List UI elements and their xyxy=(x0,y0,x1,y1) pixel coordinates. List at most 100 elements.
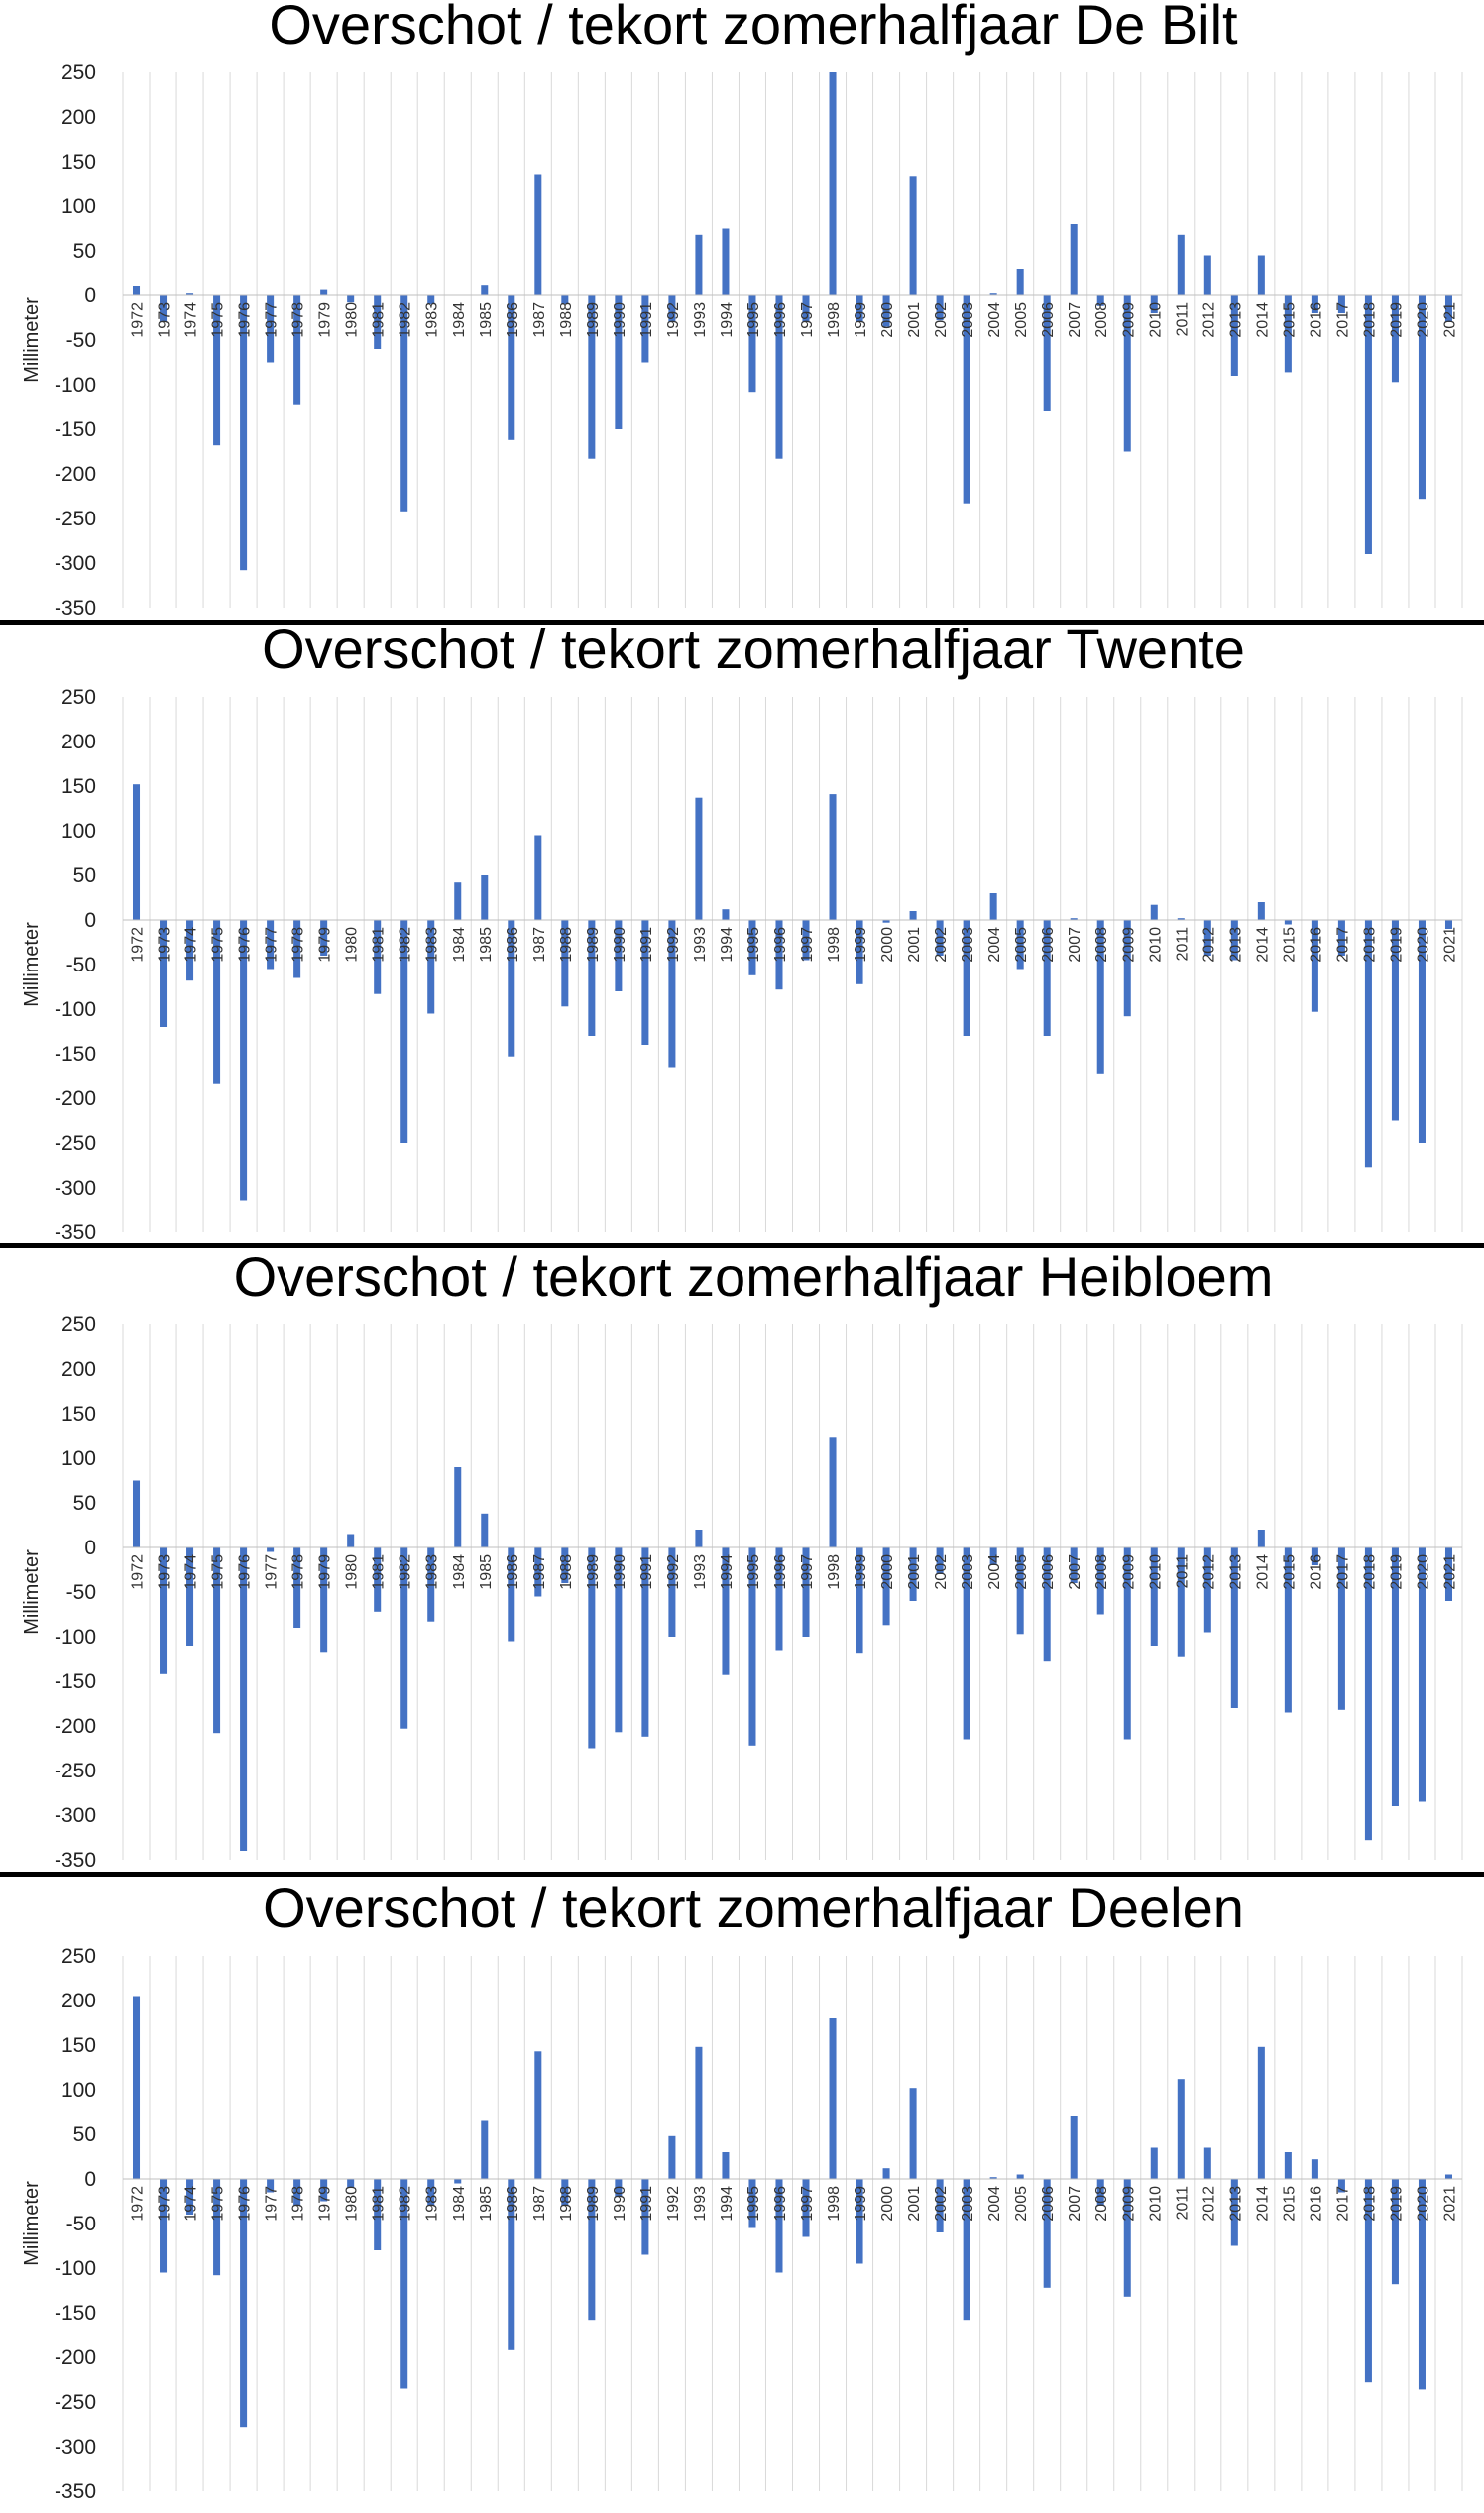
bar xyxy=(1043,920,1051,1036)
bar xyxy=(427,920,435,1014)
bar xyxy=(1203,920,1211,956)
y-tick-label: -150 xyxy=(55,1670,96,1693)
x-tick-label: 2019 xyxy=(1388,2186,1405,2222)
bar xyxy=(668,295,676,322)
x-tick-label: 2008 xyxy=(1093,1554,1110,1590)
x-tick-label: 1988 xyxy=(558,2186,575,2222)
x-tick-label: 1975 xyxy=(210,1554,227,1590)
bar xyxy=(267,2179,275,2193)
x-tick-label: 2016 xyxy=(1308,927,1324,963)
bar xyxy=(1418,295,1426,500)
bar xyxy=(775,2179,783,2273)
x-tick-label: 2016 xyxy=(1308,2186,1324,2222)
x-tick-label: 2005 xyxy=(1013,2186,1030,2222)
bar xyxy=(936,295,944,321)
x-tick-label: 2001 xyxy=(906,1554,923,1590)
x-tick-label: 1999 xyxy=(853,927,869,963)
y-tick-label: -150 xyxy=(55,418,96,441)
bar xyxy=(1043,295,1051,411)
x-tick-label: 1997 xyxy=(799,2186,816,2222)
bar xyxy=(293,1547,301,1628)
x-tick-label: 1989 xyxy=(585,2186,602,2222)
bar xyxy=(1096,920,1104,1074)
bar xyxy=(240,1547,248,1851)
y-tick-label: -100 xyxy=(55,374,96,397)
x-tick-label: 1981 xyxy=(371,2186,388,2222)
x-tick-label: 2017 xyxy=(1334,302,1351,338)
y-tick-label: -50 xyxy=(66,2213,96,2235)
x-tick-label: 1979 xyxy=(317,1554,334,1590)
x-tick-label: 2003 xyxy=(960,302,976,338)
x-tick-label: 2001 xyxy=(906,302,923,338)
x-tick-label: 2020 xyxy=(1415,1554,1431,1590)
y-tick-label: -300 xyxy=(55,1804,96,1827)
bar xyxy=(561,1547,569,1583)
x-tick-label: 1994 xyxy=(719,1554,736,1590)
bar xyxy=(615,920,623,991)
x-tick-label: 2020 xyxy=(1415,302,1431,338)
x-tick-label: 2013 xyxy=(1227,1554,1244,1590)
x-tick-label: 1988 xyxy=(558,927,575,963)
x-tick-label: 2009 xyxy=(1120,302,1137,338)
y-tick-label: 100 xyxy=(61,2079,96,2102)
bar xyxy=(213,295,221,446)
bar xyxy=(508,1547,515,1642)
x-tick-label: 1976 xyxy=(237,1554,254,1590)
bar xyxy=(1257,902,1265,920)
bar xyxy=(1391,920,1399,1121)
bar xyxy=(722,2152,730,2179)
bar xyxy=(1043,2179,1051,2288)
x-tick-label: 2004 xyxy=(986,2186,1003,2222)
bar xyxy=(1364,1547,1372,1841)
x-tick-label: 1993 xyxy=(692,1554,709,1590)
x-tick-label: 2006 xyxy=(1040,2186,1057,2222)
bar xyxy=(347,1534,355,1547)
y-tick-label: -250 xyxy=(55,2391,96,2414)
x-tick-label: 2014 xyxy=(1254,2186,1271,2222)
x-tick-label: 2017 xyxy=(1334,927,1351,963)
chart-title: Overschot / tekort zomerhalfjaar Deelen xyxy=(263,1877,1244,1939)
bar xyxy=(748,1547,756,1746)
y-tick-label: 200 xyxy=(61,106,96,129)
bar xyxy=(427,2179,435,2206)
bar xyxy=(534,1547,542,1597)
x-tick-label: 2009 xyxy=(1120,927,1137,963)
y-tick-label: -50 xyxy=(66,329,96,352)
x-tick-label: 1982 xyxy=(398,302,414,338)
x-tick-label: 1994 xyxy=(719,927,736,963)
bar xyxy=(427,295,435,304)
x-tick-label: 1986 xyxy=(505,2186,521,2222)
y-tick-label: -250 xyxy=(55,508,96,530)
bar xyxy=(160,2179,168,2273)
x-tick-label: 1978 xyxy=(290,2186,307,2222)
x-tick-label: 1996 xyxy=(772,2186,789,2222)
x-tick-label: 1978 xyxy=(290,927,307,963)
y-tick-label: -350 xyxy=(55,597,96,620)
x-tick-label: 2003 xyxy=(960,1554,976,1590)
y-tick-label: 250 xyxy=(61,1945,96,1968)
x-tick-label: 1994 xyxy=(719,302,736,338)
x-tick-label: 1995 xyxy=(745,2186,762,2222)
x-tick-label: 1989 xyxy=(585,927,602,963)
bar xyxy=(775,1547,783,1651)
x-tick-label: 2016 xyxy=(1308,1554,1324,1590)
x-tick-label: 1973 xyxy=(157,302,173,338)
x-tick-label: 1982 xyxy=(398,2186,414,2222)
y-axis-label: Millimeter xyxy=(21,2181,43,2266)
x-tick-label: 2010 xyxy=(1147,1554,1164,1590)
bar xyxy=(160,1547,168,1674)
bar xyxy=(668,920,676,1068)
x-tick-label: 2019 xyxy=(1388,1554,1405,1590)
x-tick-label: 2007 xyxy=(1067,927,1084,963)
x-tick-label: 1973 xyxy=(157,927,173,963)
bar xyxy=(132,286,141,295)
bar xyxy=(695,1530,703,1547)
bar xyxy=(1257,2046,1265,2179)
bar xyxy=(1177,234,1185,295)
bar xyxy=(936,2179,944,2232)
y-tick-label: 150 xyxy=(61,2034,96,2057)
x-tick-label: 1996 xyxy=(772,927,789,963)
x-tick-label: 1975 xyxy=(210,302,227,338)
bar xyxy=(1391,1547,1399,1806)
y-tick-label: 250 xyxy=(61,1314,96,1336)
